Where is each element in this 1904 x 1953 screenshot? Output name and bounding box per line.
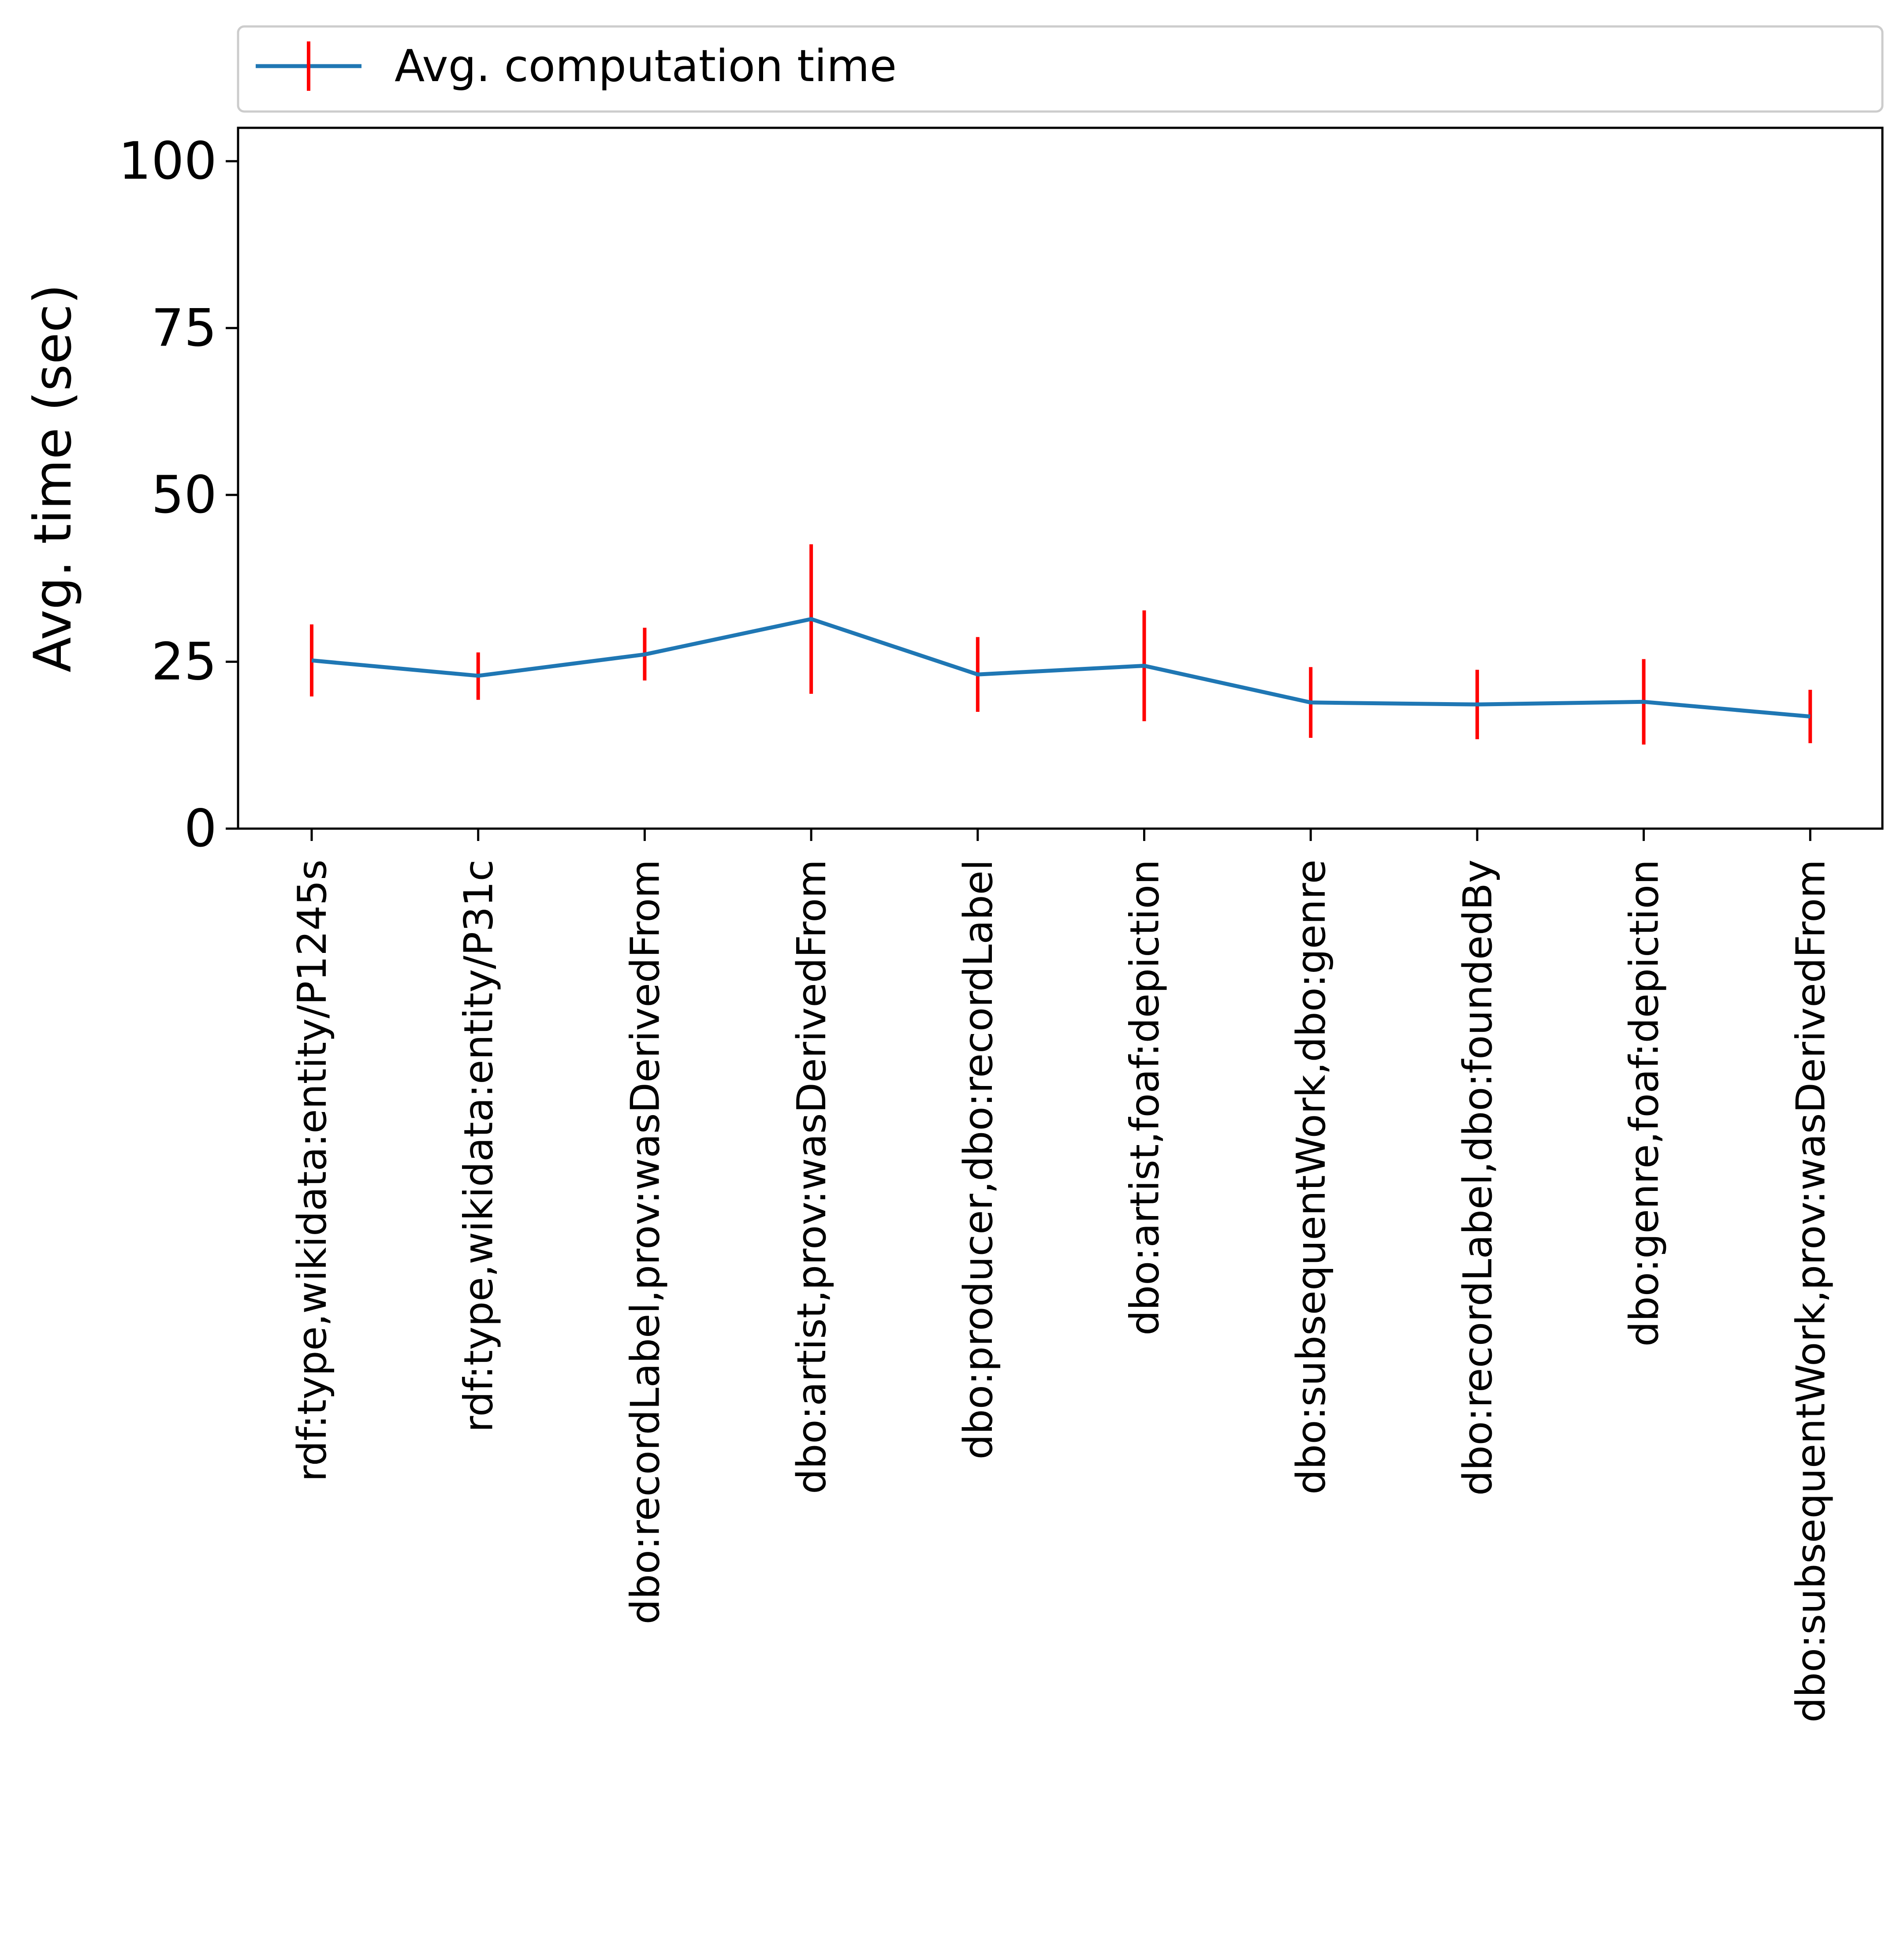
x-tick-label-9: dbo:subsequentWork,prov:wasDerivedFrom: [1788, 859, 1834, 1722]
legend-label: Avg. computation time: [395, 40, 897, 92]
x-tick-label-0: rdf:type,wikidata:entity/P1245s: [289, 859, 335, 1482]
x-tick-label-2: dbo:recordLabel,prov:wasDerivedFrom: [622, 859, 668, 1625]
x-tick-label-1: rdf:type,wikidata:entity/P31c: [456, 859, 502, 1432]
x-tick-label-5: dbo:artist,foaf:depiction: [1122, 859, 1168, 1335]
y-axis-label: Avg. time (sec): [22, 284, 83, 672]
x-tick-label-4: dbo:producer,dbo:recordLabel: [955, 859, 1002, 1459]
x-tick-label-3: dbo:artist,prov:wasDerivedFrom: [789, 859, 835, 1494]
plot-frame: [237, 126, 1884, 830]
plot-area: 0 25 50 75 100 rdf:type,wikidata:entity/P124…: [119, 126, 1884, 1722]
legend: Avg. computation time: [237, 25, 1884, 113]
error-bars: [310, 544, 1812, 745]
y-tick-label-50: 50: [151, 465, 217, 525]
y-tick-label-100: 100: [119, 131, 217, 191]
y-tick-label-25: 25: [151, 631, 217, 692]
series-line-avg-computation-time: [311, 617, 1811, 719]
x-tick-label-8: dbo:genre,foaf:depiction: [1621, 859, 1668, 1347]
x-axis: rdf:type,wikidata:entity/P1245s rdf:type,…: [289, 829, 1834, 1722]
y-tick-label-0: 0: [184, 798, 217, 859]
legend-frame: [237, 25, 1884, 113]
y-tick-label-75: 75: [151, 298, 217, 358]
y-axis: 0 25 50 75 100: [119, 131, 238, 859]
x-tick-label-6: dbo:subsequentWork,dbo:genre: [1288, 859, 1334, 1495]
x-tick-label-7: dbo:recordLabel,dbo:foundedBy: [1455, 859, 1501, 1496]
